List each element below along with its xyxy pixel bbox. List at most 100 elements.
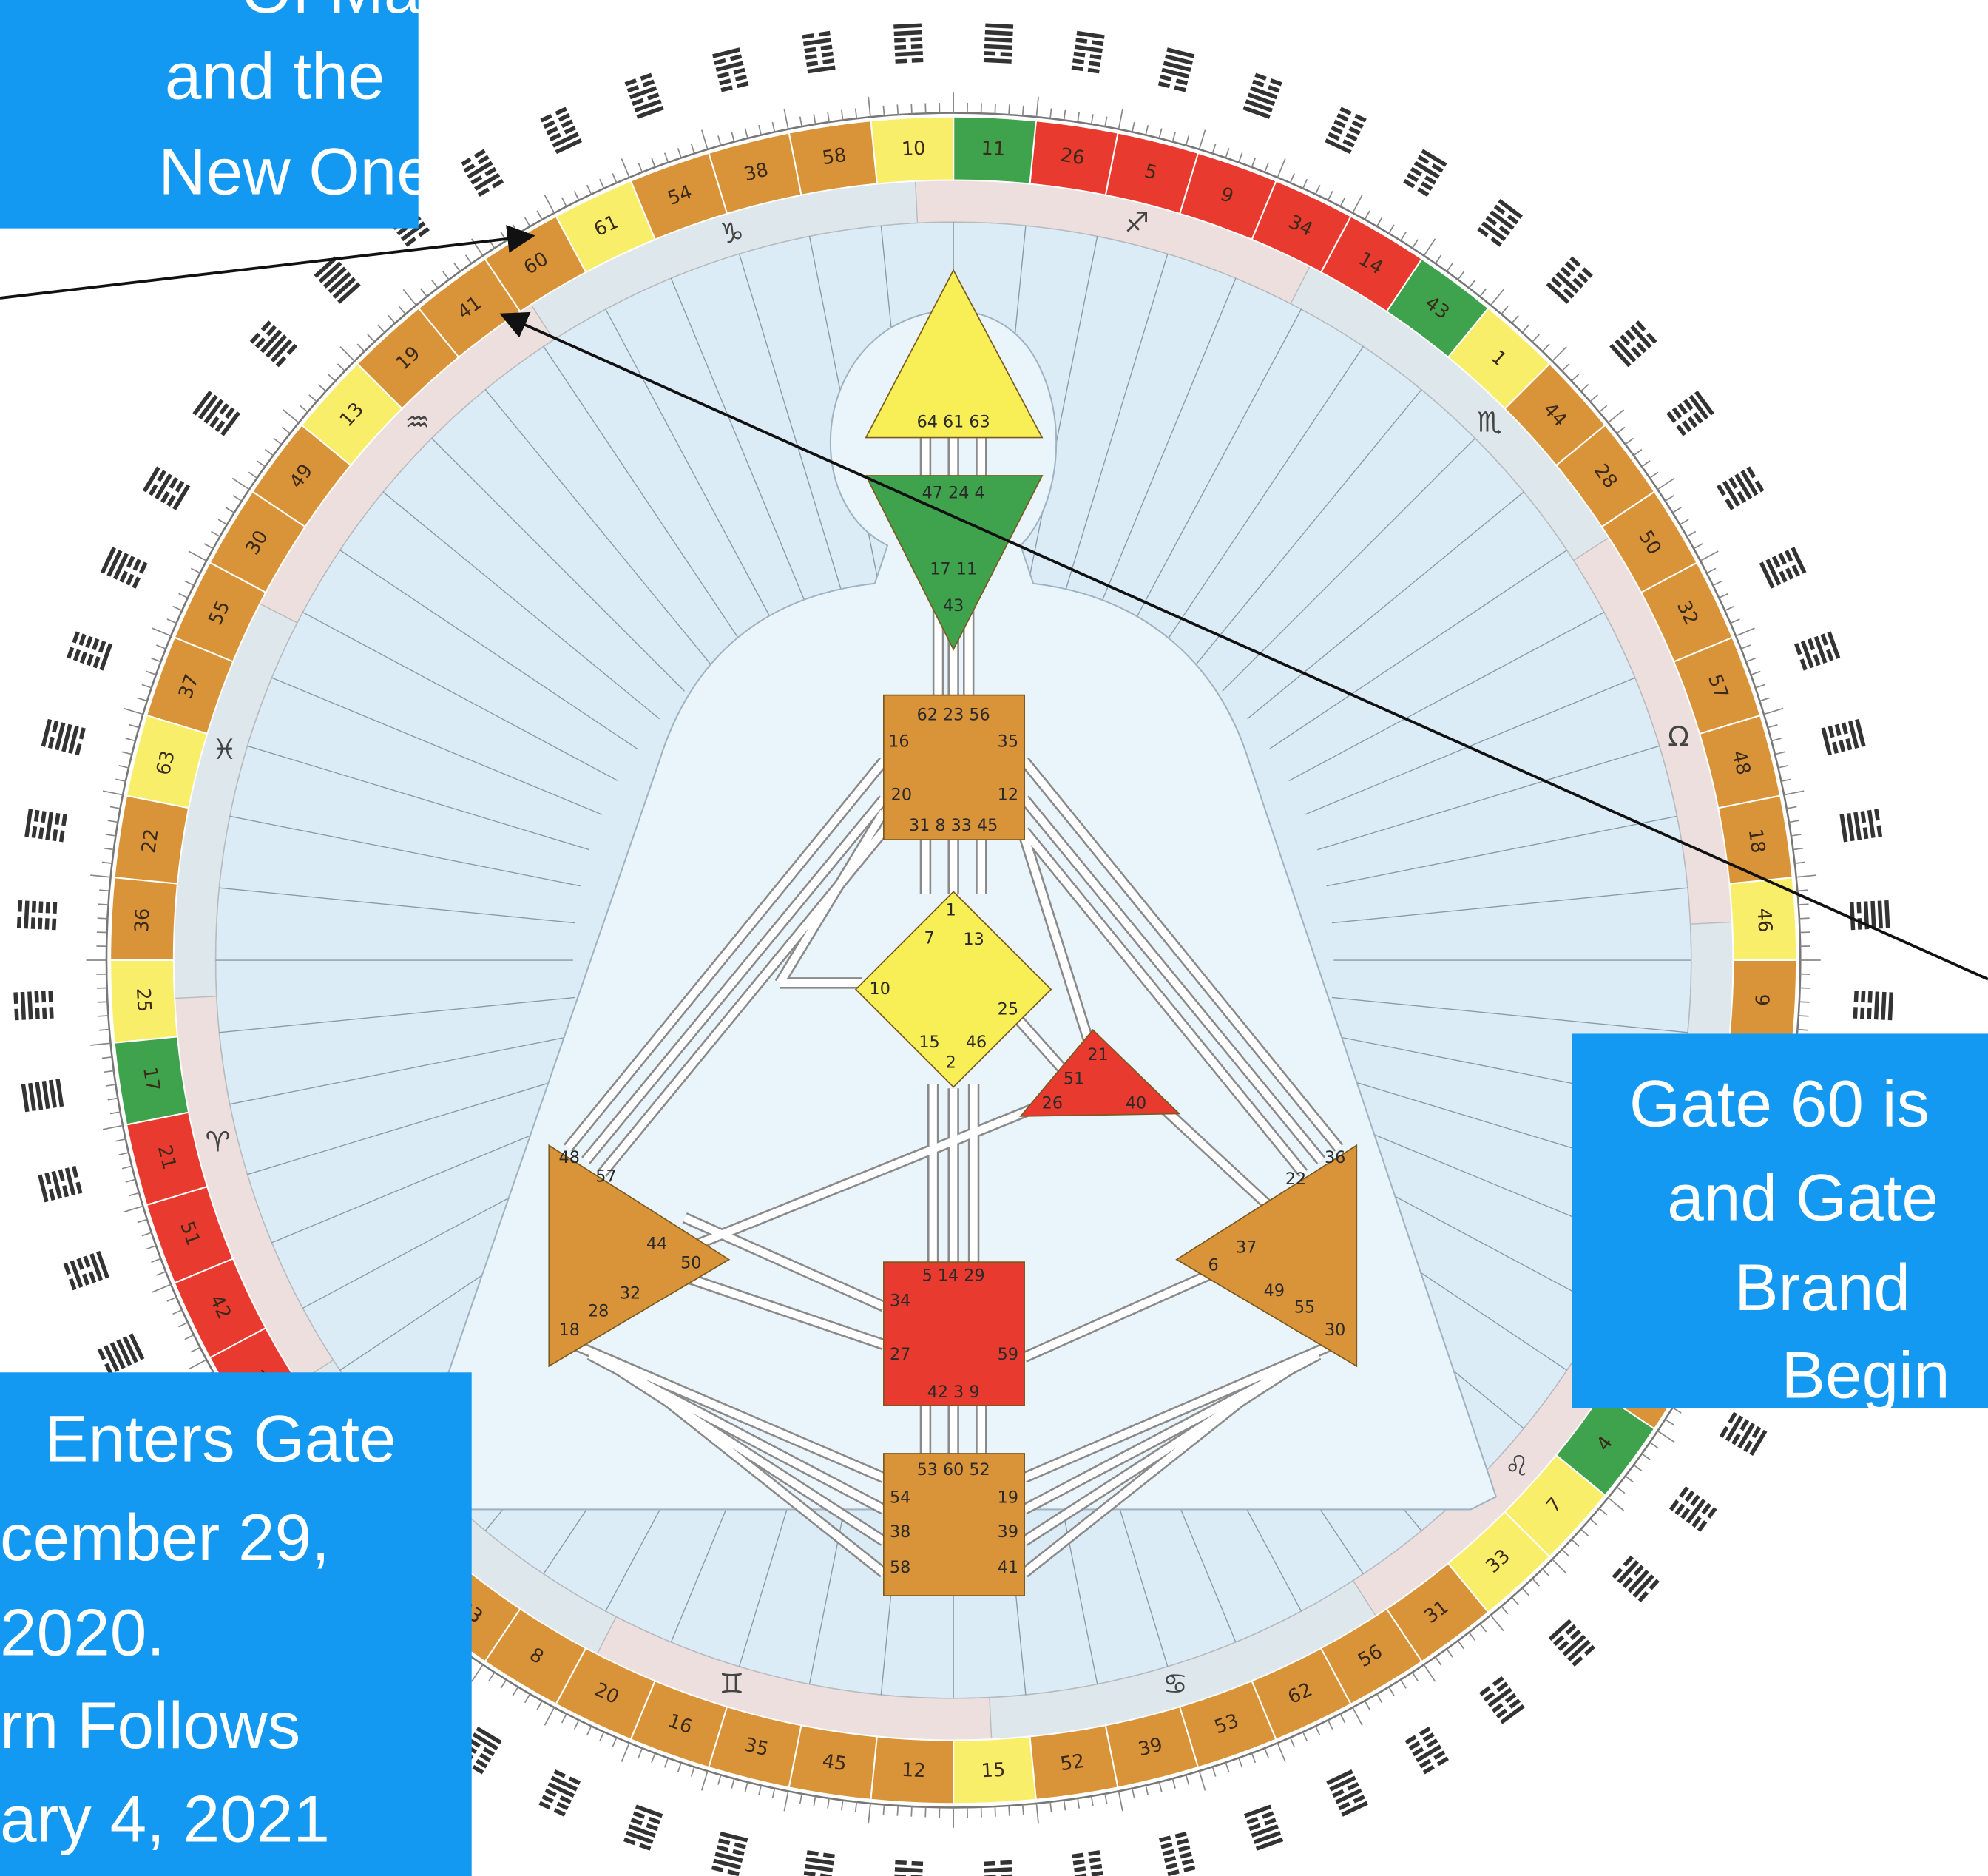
hexagram (459, 149, 504, 197)
gate-number: 45 (821, 1750, 848, 1775)
center-gate: 48 (559, 1148, 580, 1167)
center-gate: 35 (998, 732, 1018, 752)
hexagram-line (910, 37, 923, 42)
hexagram-line (1490, 237, 1502, 247)
hexagram-line (1166, 1863, 1178, 1870)
scale-tick (663, 1758, 669, 1768)
hexagram (1548, 1619, 1595, 1667)
hexagram-line (623, 1837, 636, 1846)
hexagram-line (540, 113, 552, 123)
hexagram (63, 1250, 109, 1291)
scale-tick (1541, 1568, 1550, 1577)
hexagram-line (42, 1007, 47, 1019)
scale-tick (1090, 1795, 1094, 1806)
hexagram-line (802, 38, 832, 47)
scale-tick (1008, 1805, 1010, 1816)
scale-tick (1185, 1775, 1190, 1785)
center-gate: 40 (1126, 1093, 1146, 1113)
hexagram-line (1088, 1850, 1100, 1856)
hexagram-line (737, 81, 749, 89)
channel (566, 1338, 885, 1482)
hexagram-line (1504, 1693, 1517, 1704)
hexagram-line (405, 237, 417, 247)
hexagram-line (1674, 1503, 1686, 1516)
hexagram (1072, 1850, 1103, 1876)
radial-line (1063, 253, 1169, 596)
hexagram-line (52, 829, 58, 842)
hexagram-line (558, 112, 570, 122)
scale-tick (896, 104, 899, 115)
scale-tick (151, 1258, 161, 1263)
gate-number: 25 (132, 988, 155, 1013)
hexagram-line (1332, 1789, 1345, 1798)
hexagram (41, 718, 86, 756)
hexagram-line (1612, 1568, 1623, 1579)
scale-tick (115, 1138, 126, 1142)
hexagram-line (1247, 92, 1276, 107)
hexagram-line (1342, 139, 1355, 148)
radial-line (1331, 996, 1688, 1033)
hexagram-line (1728, 1411, 1737, 1424)
gate-cell (1600, 490, 1698, 594)
hexagram-line (1867, 809, 1876, 838)
gate-cell (1640, 561, 1734, 663)
center-gate: 13 (963, 930, 984, 949)
scale-tick (1077, 1798, 1081, 1809)
scale-tick (337, 363, 345, 372)
scale-tick (172, 605, 183, 612)
hexagram-line (893, 30, 922, 36)
gate-cell (953, 115, 1038, 185)
hexagram-line (894, 51, 923, 57)
hexagram-line (711, 1865, 724, 1872)
hexagram-line (806, 1850, 819, 1856)
scale-tick (137, 1218, 148, 1224)
hexagram-line (86, 653, 94, 667)
center (883, 1261, 1025, 1406)
hexagram-line (31, 900, 37, 913)
hexagram-line (1492, 1676, 1504, 1687)
scale-tick (1521, 1587, 1530, 1596)
gate-number: 17 (138, 1066, 163, 1093)
hexagram-line (260, 320, 272, 332)
hexagram (192, 391, 241, 436)
gate-number: 10 (901, 138, 926, 161)
gate-number: 58 (821, 144, 848, 169)
gate-cell (1251, 180, 1352, 274)
scale-tick (651, 157, 656, 168)
hexagram-line (1162, 1849, 1174, 1856)
hexagram-line (129, 1333, 145, 1360)
hexagram-line (1410, 166, 1422, 177)
hexagram-line (1090, 1863, 1103, 1870)
scale-tick (700, 129, 709, 150)
hexagram-line (1881, 991, 1887, 1020)
scale-tick (677, 148, 682, 158)
hexagram-line (1686, 1498, 1706, 1524)
center-gate: 32 (620, 1283, 640, 1303)
hexagram-line (1161, 67, 1190, 79)
hexagram-line (54, 722, 66, 751)
hexagram-line (1617, 1560, 1639, 1584)
callout-text: and the (165, 39, 385, 113)
scale-tick (1172, 132, 1176, 142)
gate-cell (1104, 1705, 1200, 1789)
hexagram-line (45, 812, 54, 840)
center-gate: 41 (998, 1558, 1018, 1577)
hexagram-line (1826, 649, 1834, 661)
hexagram-line (96, 1250, 109, 1279)
hexagram-line (1887, 992, 1894, 1021)
center-gate: 46 (966, 1033, 987, 1052)
hexagram-line (1403, 178, 1416, 189)
hexagram (66, 631, 113, 671)
hexagram-line (1679, 1486, 1689, 1498)
scale-tick (488, 1672, 496, 1681)
hexagram-line (92, 656, 101, 669)
radial-line (229, 1033, 581, 1105)
gate-number: 11 (981, 138, 1006, 161)
zodiac-sign: Ω (1668, 721, 1689, 753)
scale-tick (1352, 195, 1363, 214)
scale-tick (442, 271, 450, 280)
hexagram-line (1348, 126, 1361, 135)
hexagram-line (632, 98, 644, 107)
hexagram-line (1251, 1824, 1279, 1838)
hexagram-line (894, 1874, 906, 1876)
